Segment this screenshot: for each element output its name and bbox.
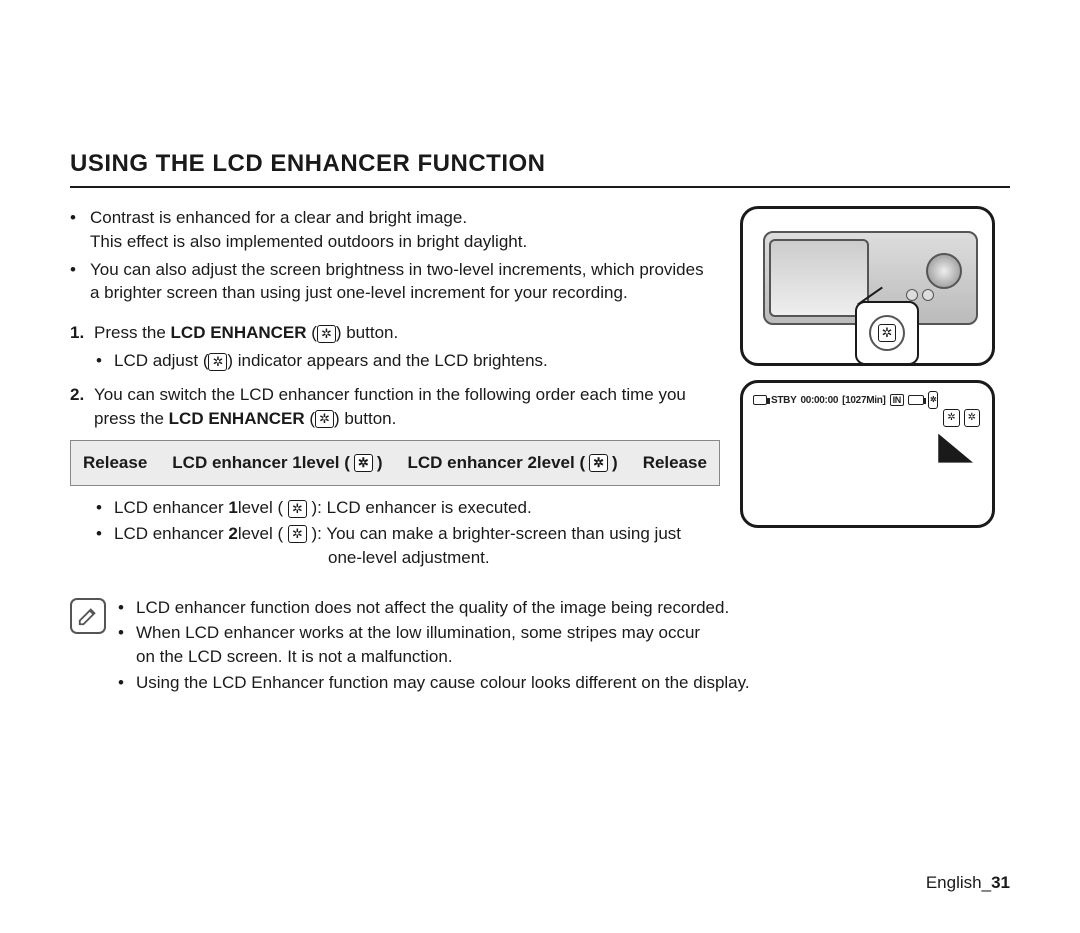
note-3: Using the LCD Enhancer function may caus…	[136, 671, 750, 695]
after-1-c: level (	[238, 498, 288, 517]
lcd-enhancer-icon: ✲	[317, 325, 336, 343]
callout-circle: ✲	[869, 315, 905, 351]
intro-item-2: You can also adjust the screen brightnes…	[90, 258, 720, 306]
lcd-adjust-icon: ✲	[208, 353, 227, 371]
step-1-post2: ) button.	[336, 323, 398, 342]
step-1-sub: LCD adjust (✲) indicator appears and the…	[114, 349, 720, 373]
intro-item-1: Contrast is enhanced for a clear and bri…	[90, 206, 720, 254]
step-2-line1: You can switch the LCD enhancer function…	[94, 385, 686, 404]
quality-icon: ✲	[928, 391, 938, 409]
step-2-l2a: press the	[94, 409, 169, 428]
step-1: 1. Press the LCD ENHANCER (✲) button. LC…	[94, 321, 720, 373]
intro-1-line1: Contrast is enhanced for a clear and bri…	[90, 208, 467, 227]
camcorder-screen	[769, 239, 869, 317]
step-1-sub-pre: LCD adjust (	[114, 351, 208, 370]
cycle-release-1: Release	[83, 451, 147, 475]
lcd-remain: [1027Min]	[842, 395, 885, 406]
footer-page-number: 31	[991, 873, 1010, 892]
intro-2-line1: You can also adjust the screen brightnes…	[90, 260, 704, 279]
after-1-b: 1	[228, 498, 237, 517]
step-2: 2. You can switch the LCD enhancer funct…	[94, 383, 720, 431]
lcd-level1-icon: ✲	[288, 500, 307, 518]
cycle-l1-a: LCD enhancer 1level (	[172, 451, 350, 475]
step-2-number: 2.	[70, 383, 84, 407]
footer-sep: _	[982, 873, 991, 892]
intro-list: Contrast is enhanced for a clear and bri…	[70, 206, 720, 305]
button-callout: ✲	[855, 301, 919, 365]
note-2: When LCD enhancer works at the low illum…	[136, 621, 750, 669]
lcd-status-bar: STBY 00:00:00 [1027Min] IN ✲	[753, 391, 982, 409]
lcd-level1-icon: ✲	[354, 454, 373, 472]
note-2-line2: on the LCD screen. It is not a malfuncti…	[136, 647, 453, 666]
text-column: Contrast is enhanced for a clear and bri…	[70, 206, 720, 572]
camcorder-button	[906, 289, 918, 301]
notes-section: LCD enhancer function does not affect th…	[70, 596, 1010, 697]
camcorder-illustration: ✲	[740, 206, 995, 366]
content-row: Contrast is enhanced for a clear and bri…	[70, 206, 1010, 572]
lcd-level2-icon: ✲	[589, 454, 608, 472]
cycle-level-2: LCD enhancer 2level (✲)	[407, 451, 617, 475]
lcd-enhancer-icon: ✲	[315, 410, 334, 428]
pencil-note-icon	[77, 605, 99, 627]
after-item-1: LCD enhancer 1level ( ✲ ): LCD enhancer …	[114, 496, 720, 520]
after-2-d: ): You can make a brighter-screen than u…	[307, 524, 681, 543]
after-2-b: 2	[228, 524, 237, 543]
page-footer: English_31	[926, 873, 1010, 893]
after-2-line2: one-level adjustment.	[114, 546, 720, 570]
camcorder-dial	[926, 253, 962, 289]
lcd-time: 00:00:00	[800, 395, 838, 406]
section-title: USING THE LCD ENHANCER FUNCTION	[70, 150, 1010, 188]
lcd-enhancer-button-icon: ✲	[878, 324, 897, 342]
after-cycle-list: LCD enhancer 1level ( ✲ ): LCD enhancer …	[70, 496, 720, 569]
note-2-line1: When LCD enhancer works at the low illum…	[136, 623, 700, 642]
cycle-level-1: LCD enhancer 1level (✲)	[172, 451, 382, 475]
lcd-in-chip: IN	[890, 394, 904, 406]
step-1-pre: Press the	[94, 323, 171, 342]
lcd-stby: STBY	[771, 395, 796, 406]
step-1-number: 1.	[70, 321, 84, 345]
cycle-release-2: Release	[643, 451, 707, 475]
figure-column: ✲ STBY 00:00:00 [1027Min] IN ✲ ✲ ✲	[740, 206, 1010, 572]
after-item-2: LCD enhancer 2level ( ✲ ): You can make …	[114, 522, 720, 570]
step-1-bold: LCD ENHANCER	[171, 323, 307, 342]
after-1-a: LCD enhancer	[114, 498, 228, 517]
lcd-screen-illustration: STBY 00:00:00 [1027Min] IN ✲ ✲ ✲ ◣	[740, 380, 995, 528]
after-2-c: level (	[238, 524, 288, 543]
intro-2-line2: a brighter screen than using just one-le…	[90, 283, 628, 302]
camcorder-button	[922, 289, 934, 301]
intro-1-line2: This effect is also implemented outdoors…	[90, 232, 527, 251]
step-2-l2c: (	[305, 409, 315, 428]
notes-list: LCD enhancer function does not affect th…	[118, 596, 750, 697]
step-1-post1: (	[307, 323, 317, 342]
manual-page: USING THE LCD ENHANCER FUNCTION Contrast…	[0, 0, 1080, 933]
after-2-a: LCD enhancer	[114, 524, 228, 543]
cycle-l1-b: )	[377, 451, 383, 475]
recorder-icon	[753, 395, 767, 405]
pointer-arrow-icon: ◣	[938, 423, 973, 468]
after-1-d: ): LCD enhancer is executed.	[307, 498, 532, 517]
battery-icon	[908, 395, 924, 405]
note-1: LCD enhancer function does not affect th…	[136, 596, 750, 620]
footer-lang: English	[926, 873, 982, 892]
cycle-l2-a: LCD enhancer 2level (	[407, 451, 585, 475]
steps-list: 1. Press the LCD ENHANCER (✲) button. LC…	[70, 321, 720, 430]
cycle-sequence-box: Release LCD enhancer 1level (✲) LCD enha…	[70, 440, 720, 486]
step-2-l2b: LCD ENHANCER	[169, 409, 305, 428]
step-1-sub-post: ) indicator appears and the LCD brighten…	[227, 351, 547, 370]
step-2-l2d: ) button.	[334, 409, 396, 428]
cycle-l2-b: )	[612, 451, 618, 475]
note-icon	[70, 598, 106, 634]
lcd-level2-icon: ✲	[288, 525, 307, 543]
